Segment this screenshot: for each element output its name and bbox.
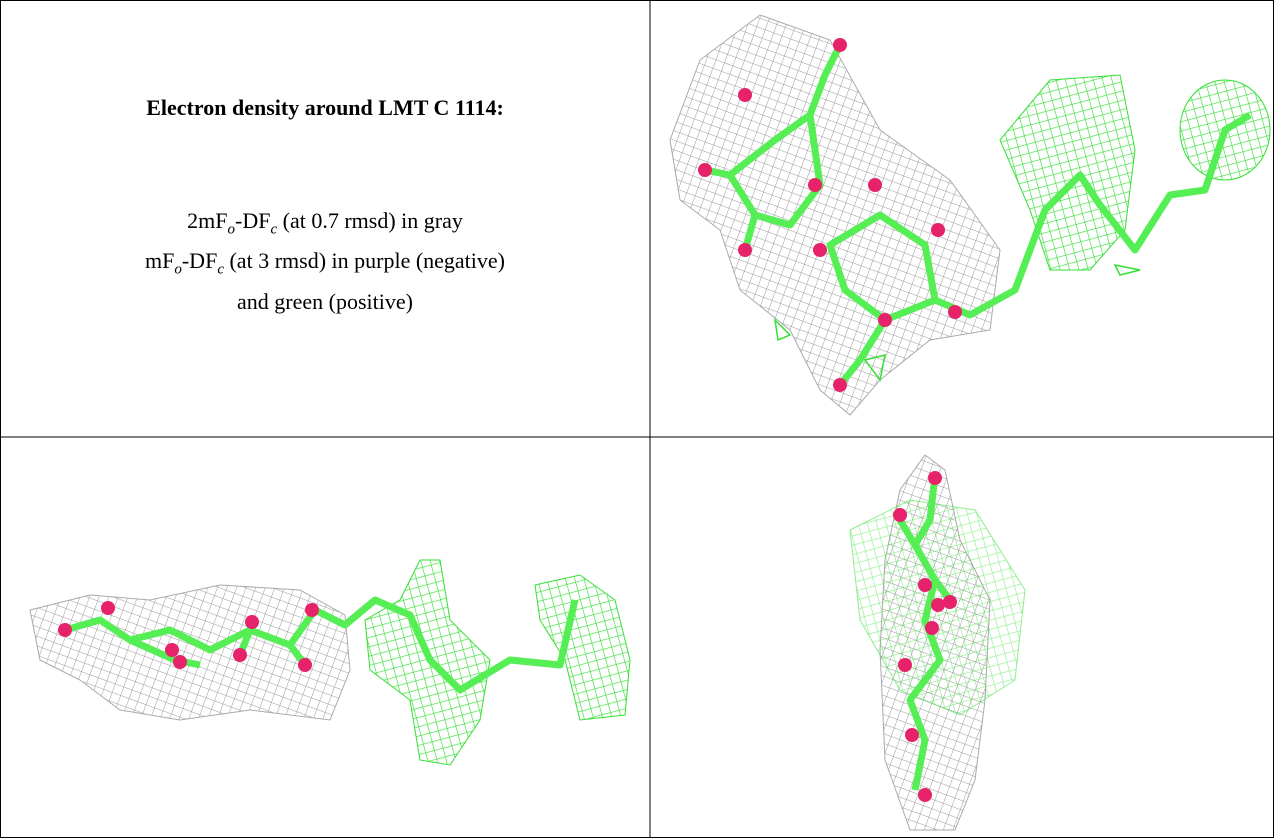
text-run: (at 3 rmsd) in purple (negative) [223, 248, 505, 274]
subscript: c [270, 221, 278, 238]
legend-line: mFo-DFc (at 3 rmsd) in purple (negative) [0, 245, 650, 285]
text-run: -DF [181, 248, 218, 274]
caption-title: Electron density around LMT C 1114: [146, 95, 504, 120]
legend-line: and green (positive) [0, 286, 650, 317]
density-view-end [849, 454, 1026, 831]
text-run: mF [145, 248, 175, 274]
subscript: o [227, 221, 236, 238]
caption-legend: 2mFo-DFc (at 0.7 rmsd) in gray mFo-DFc (a… [0, 205, 650, 317]
density-view-side [29, 559, 631, 766]
subscript: o [174, 261, 182, 278]
subscript: c [217, 261, 224, 278]
text-run: 2mF [187, 208, 228, 233]
text-run: (at 0.7 rmsd) in gray [277, 208, 463, 233]
text-run: -DF [235, 208, 271, 233]
legend-line: 2mFo-DFc (at 0.7 rmsd) in gray [0, 205, 650, 245]
density-view-top [669, 14, 1271, 416]
text-run: and green (positive) [237, 288, 413, 314]
